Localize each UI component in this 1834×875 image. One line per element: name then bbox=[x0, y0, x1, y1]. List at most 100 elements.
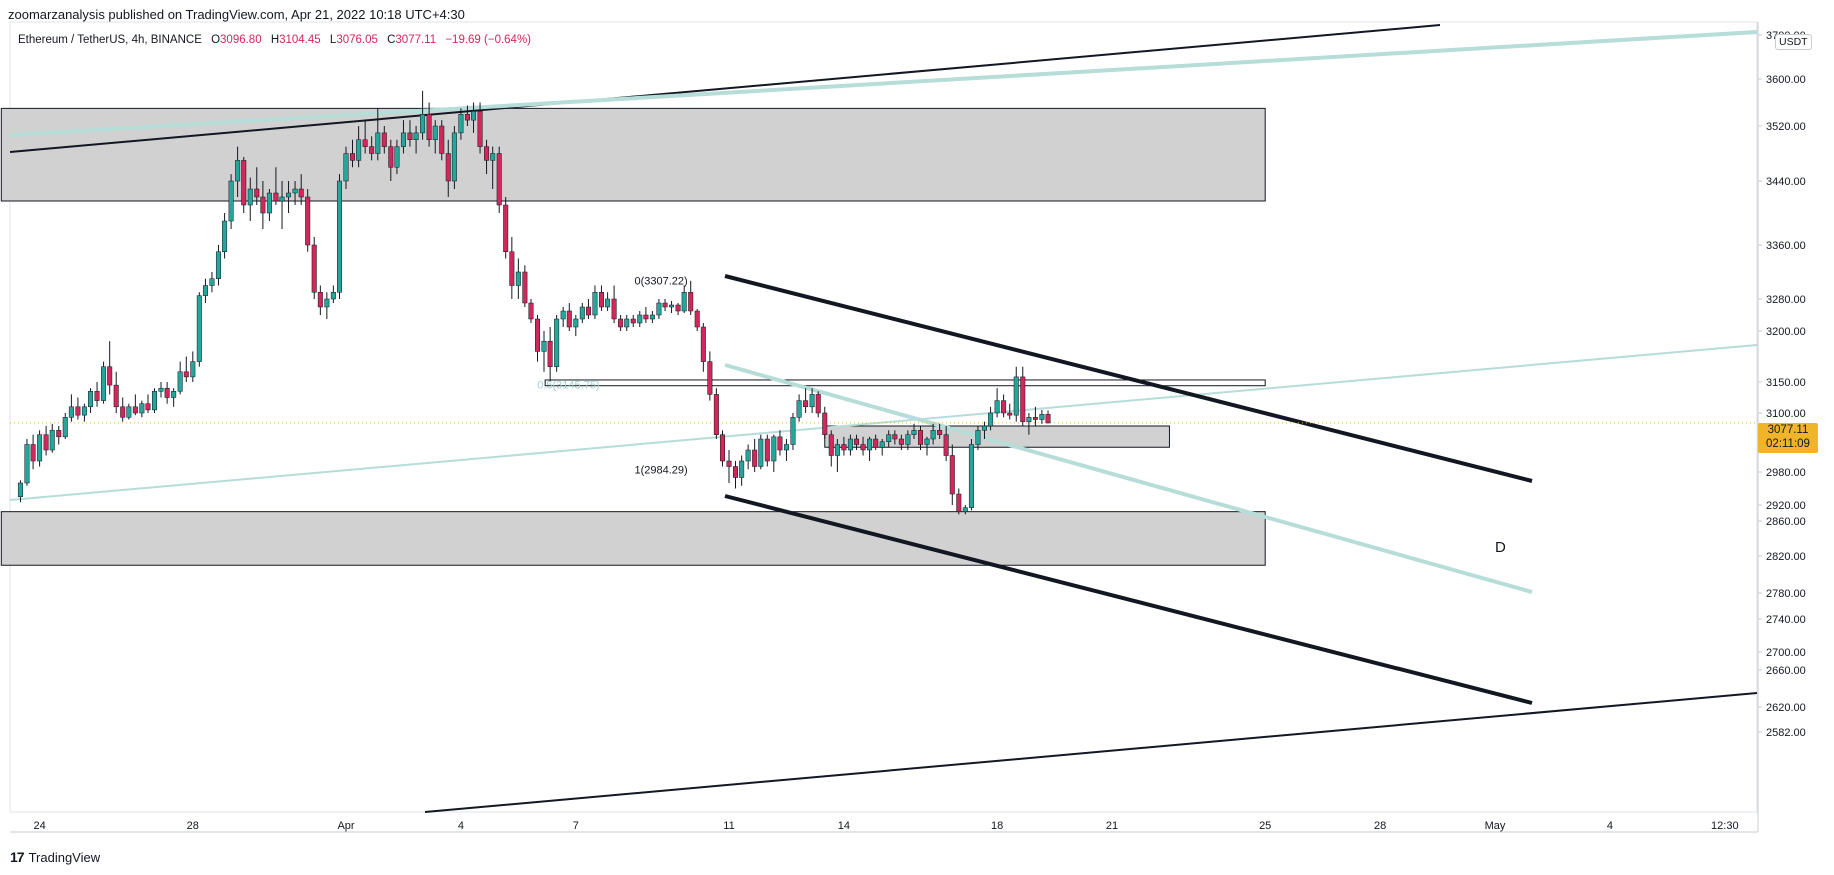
candle-body-49 bbox=[330, 292, 336, 300]
candle-body-78 bbox=[515, 271, 521, 286]
candle-body-57 bbox=[381, 132, 387, 147]
x-tick-label-4: 7 bbox=[573, 820, 579, 832]
candle-body-111 bbox=[726, 460, 732, 467]
candle-body-109 bbox=[713, 394, 719, 435]
candle-body-90 bbox=[592, 292, 598, 316]
candle-body-4 bbox=[43, 434, 49, 451]
candle-body-119 bbox=[777, 436, 783, 451]
candle-body-124 bbox=[809, 394, 815, 408]
candle-body-44 bbox=[298, 188, 304, 198]
candle-body-45 bbox=[305, 196, 311, 246]
candle-body-56 bbox=[375, 132, 381, 154]
candle-body-106 bbox=[694, 310, 700, 328]
candle-body-46 bbox=[311, 244, 317, 293]
candle-body-139 bbox=[905, 434, 911, 445]
candle-body-152 bbox=[988, 412, 994, 427]
candle-body-18 bbox=[132, 406, 138, 414]
footer-brand[interactable]: TradingView bbox=[28, 849, 101, 865]
candle-body-6 bbox=[56, 430, 62, 438]
candle-body-69 bbox=[458, 114, 464, 134]
y-tick-label-5: 2780.00 bbox=[1766, 588, 1806, 600]
candle-body-156 bbox=[1013, 376, 1019, 416]
descending-teal-line bbox=[724, 363, 1533, 594]
y-tick-label-6: 2820.00 bbox=[1766, 551, 1806, 563]
publisher-line: zoomarzanalysis published on TradingView… bbox=[8, 7, 465, 22]
candle-body-19 bbox=[139, 403, 145, 414]
candle-body-58 bbox=[388, 146, 394, 168]
x-tick-label-11: May bbox=[1485, 820, 1506, 832]
candle-body-75 bbox=[496, 153, 502, 206]
candle-body-89 bbox=[585, 306, 591, 316]
current-price: 3077.11 bbox=[1767, 424, 1809, 436]
candle-body-66 bbox=[439, 125, 445, 154]
x-tick-label-2: Apr bbox=[337, 820, 354, 832]
candle-body-53 bbox=[356, 139, 362, 161]
x-tick-label-6: 14 bbox=[838, 820, 850, 832]
candle-body-5 bbox=[49, 430, 55, 451]
high-value: 3104.45 bbox=[279, 34, 321, 46]
candle-body-108 bbox=[707, 361, 713, 395]
candle-body-17 bbox=[126, 406, 132, 418]
candle-body-28 bbox=[196, 295, 202, 362]
candle-body-126 bbox=[822, 412, 828, 435]
candle-body-157 bbox=[1020, 376, 1026, 422]
open-value: 3096.80 bbox=[220, 34, 262, 46]
candle-body-71 bbox=[471, 111, 477, 121]
candle-body-30 bbox=[209, 278, 215, 286]
candle-body-137 bbox=[892, 434, 898, 440]
current-price-tag: 3077.11 02:11:09 bbox=[1758, 423, 1818, 453]
candle-body-150 bbox=[975, 430, 981, 445]
candle-body-145 bbox=[943, 434, 949, 456]
currency-badge[interactable]: USDT bbox=[1775, 34, 1812, 50]
candle-body-9 bbox=[75, 406, 81, 416]
candle-body-21 bbox=[152, 391, 157, 411]
candle-body-128 bbox=[834, 444, 840, 456]
channel-top-line bbox=[724, 274, 1533, 483]
x-tick-label-7: 18 bbox=[991, 820, 1003, 832]
y-tick-label-3: 2700.00 bbox=[1766, 647, 1806, 659]
candle-body-36 bbox=[247, 188, 253, 206]
candle-body-138 bbox=[898, 438, 904, 445]
y-tick-label-12: 3150.00 bbox=[1766, 377, 1806, 389]
candle-body-110 bbox=[719, 434, 725, 462]
candle-body-81 bbox=[535, 318, 540, 352]
candle-body-23 bbox=[164, 387, 170, 398]
x-tick-label-3: 4 bbox=[458, 820, 464, 832]
candle-body-91 bbox=[598, 292, 604, 308]
candle-body-130 bbox=[847, 438, 853, 451]
candle-body-155 bbox=[1007, 412, 1013, 416]
open-label: O bbox=[211, 34, 221, 46]
symbol-label[interactable]: Ethereum / TetherUS, 4h, BINANCE bbox=[18, 34, 202, 46]
candle-body-101 bbox=[662, 302, 668, 308]
candle-body-2 bbox=[30, 444, 36, 462]
zone-box-0 bbox=[0, 107, 1266, 202]
x-tick-label-9: 25 bbox=[1259, 820, 1271, 832]
lower-trend-line bbox=[424, 692, 1758, 813]
candle-body-65 bbox=[432, 125, 438, 140]
y-tick-label-7: 2860.00 bbox=[1766, 516, 1806, 528]
candle-body-72 bbox=[477, 111, 483, 147]
candle-body-147 bbox=[956, 493, 962, 512]
candle-body-99 bbox=[649, 314, 655, 320]
candle-body-47 bbox=[317, 292, 323, 308]
tradingview-logo-icon[interactable]: 17 bbox=[10, 849, 25, 865]
candle-body-70 bbox=[464, 114, 470, 121]
candle-body-29 bbox=[202, 285, 208, 296]
y-tick-label-17: 3520.00 bbox=[1766, 121, 1806, 133]
candle-body-7 bbox=[62, 417, 68, 438]
candle-body-153 bbox=[994, 400, 1000, 414]
candle-body-55 bbox=[369, 146, 375, 154]
x-tick-label-1: 28 bbox=[187, 820, 199, 832]
candle-body-135 bbox=[879, 441, 885, 448]
candle-body-141 bbox=[918, 430, 923, 445]
fib-label-2: 0.5(3145.75) bbox=[537, 380, 599, 392]
candle-body-20 bbox=[145, 403, 151, 411]
candle-body-85 bbox=[560, 310, 566, 320]
candle-body-104 bbox=[681, 292, 687, 312]
candle-body-79 bbox=[522, 271, 528, 304]
annotation-d: D bbox=[1495, 539, 1506, 556]
candle-body-14 bbox=[107, 366, 113, 386]
candle-body-22 bbox=[158, 387, 164, 392]
candle-body-132 bbox=[860, 444, 866, 451]
